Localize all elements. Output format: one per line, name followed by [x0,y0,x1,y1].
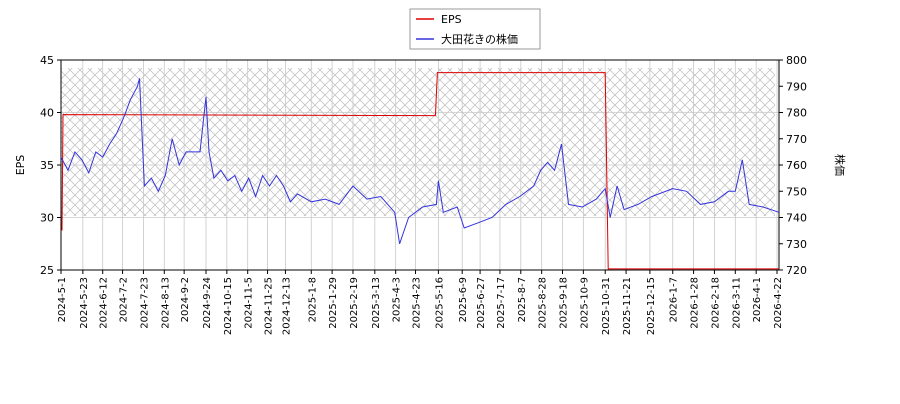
x-tick-label: 2024-11-5 [244,277,255,329]
x-tick-label: 2026-2-18 [710,277,721,329]
x-tick-label: 2025-11-21 [622,277,633,335]
x-tick-label: 2025-1-8 [307,277,318,322]
series-line [61,72,779,270]
x-tick-label: 2025-10-31 [601,277,612,335]
x-tick-label: 2025-8-7 [517,277,528,322]
x-tick-label: 2024-6-12 [99,277,110,329]
x-tick-label: 2025-4-23 [412,277,423,329]
y-tick-label: 45 [40,54,54,67]
range-hatch [61,68,775,216]
legend-label: 大田花きの株価 [441,32,518,46]
y-tick-label: 30 [40,212,54,225]
x-tick-label: 2026-1-7 [669,277,680,322]
y2-tick-label: 750 [786,185,807,198]
x-tick-label: 2024-8-13 [160,277,171,329]
x-tick-label: 2024-5-23 [79,277,90,329]
x-tick-label: 2025-9-18 [559,277,570,329]
y-tick-label: 40 [40,107,54,120]
y2-tick-label: 770 [786,133,807,146]
y-axis-label: EPS [14,155,27,176]
x-tick-label: 2026-3-11 [731,277,742,329]
legend-label: EPS [441,13,462,26]
x-tick-label: 2026-1-28 [690,277,701,329]
y2-tick-label: 760 [786,159,807,172]
x-tick-label: 2026-4-1 [752,277,763,322]
x-tick-label: 2025-10-9 [579,277,590,329]
y2-tick-label: 730 [786,238,807,251]
x-tick-label: 2025-1-29 [328,277,339,329]
x-tick-label: 2025-2-19 [349,277,360,329]
plot-frame [60,59,780,271]
x-tick-label: 2025-7-17 [496,277,507,329]
x-tick-label: 2024-9-2 [180,277,191,322]
x-tick-label: 2024-11-25 [264,277,275,335]
x-tick-label: 2025-3-13 [371,277,382,329]
y-tick-label: 25 [40,264,54,277]
x-tick-label: 2026-4-22 [773,277,784,329]
legend-box [409,8,541,50]
x-tick-label: 2024-5-1 [57,277,68,322]
y2-tick-label: 780 [786,107,807,120]
x-tick-label: 2025-6-9 [458,277,469,322]
legend: EPS 大田花きの株価 [409,8,541,50]
x-tick-label: 2024-10-15 [223,277,234,335]
x-tick-label: 2024-12-13 [281,277,292,335]
x-tick-label: 2024-7-23 [139,277,150,329]
y2-tick-label: 800 [786,54,807,67]
y2-tick-label: 720 [786,264,807,277]
y2-tick-label: 790 [786,80,807,93]
x-tick-label: 2025-8-28 [538,277,549,329]
x-tick-label: 2025-5-16 [434,277,445,329]
x-tick-label: 2025-4-3 [392,277,403,322]
y2-axis-label: 株価 [833,154,847,176]
series-line [60,78,780,244]
x-tick-label: 2024-7-2 [119,277,130,322]
x-tick-label: 2024-9-24 [202,277,213,329]
y2-tick-label: 740 [786,212,807,225]
y-tick-label: 35 [40,159,54,172]
x-tick-label: 2025-6-27 [476,277,487,329]
x-tick-label: 2025-12-15 [646,277,657,335]
